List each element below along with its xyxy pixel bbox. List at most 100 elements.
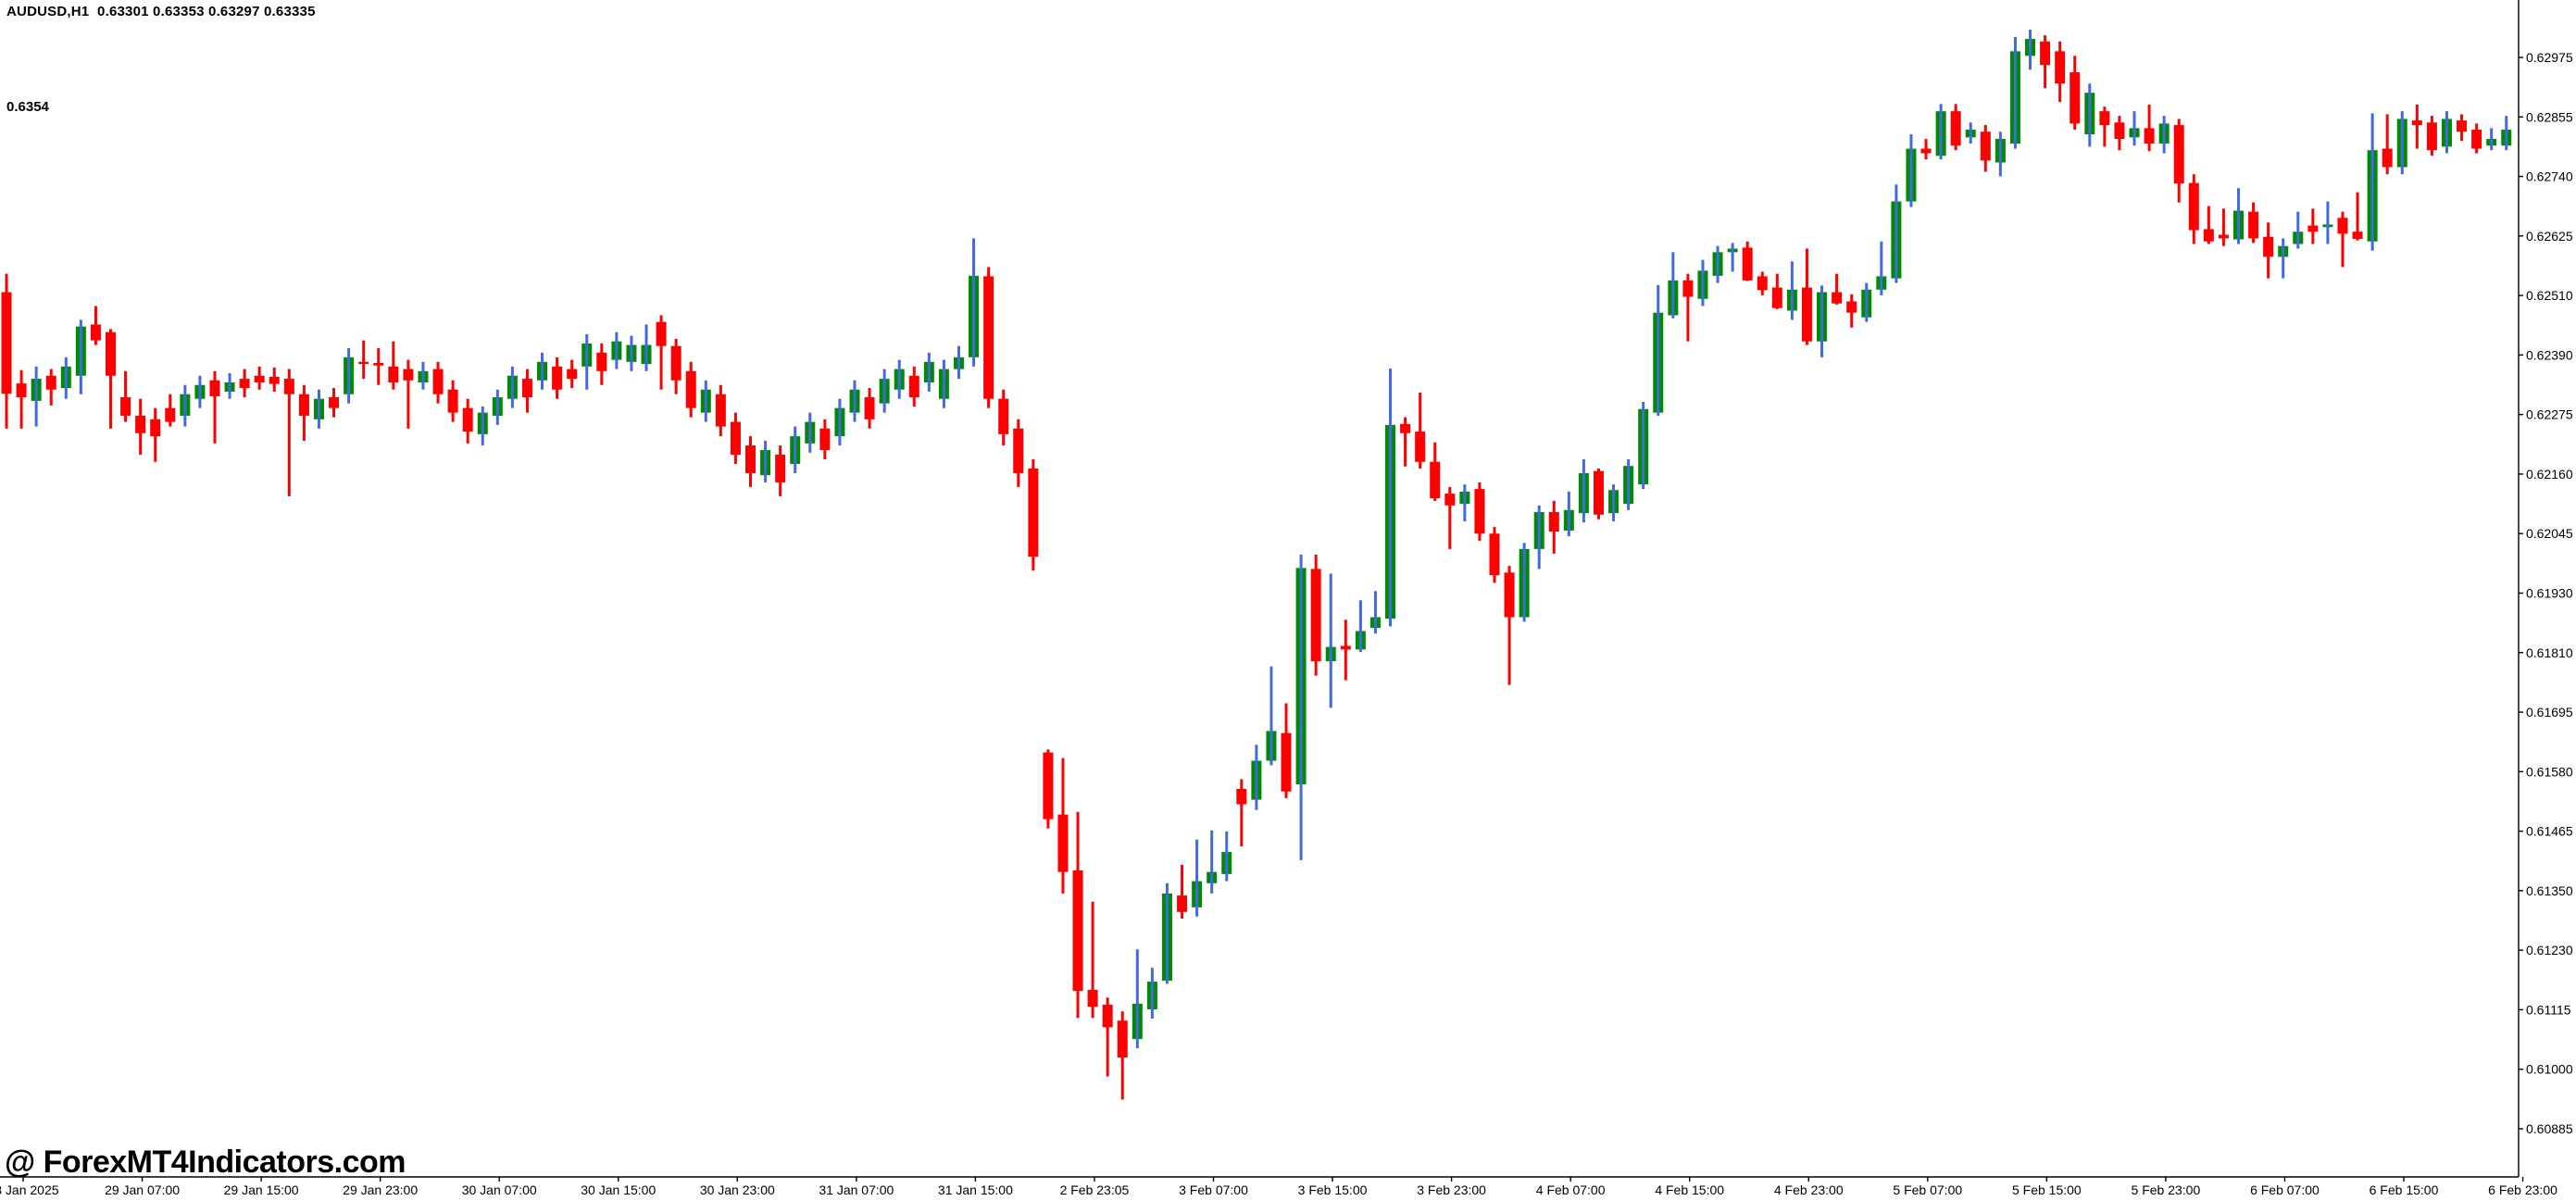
candle: [790, 426, 801, 473]
price-axis-label: 0.61810: [2526, 645, 2573, 660]
candle: [373, 347, 384, 385]
candle: [983, 267, 994, 408]
candle: [2040, 35, 2051, 89]
candles-layer: [1, 30, 2512, 1100]
candle: [418, 361, 429, 390]
candle: [2173, 119, 2184, 203]
candle: [2501, 116, 2512, 151]
time-axis-label: 30 Jan 15:00: [581, 1182, 656, 1197]
candle: [1444, 486, 1456, 549]
candle: [1369, 591, 1381, 634]
time-axis-label: 4 Feb 07:00: [1536, 1182, 1606, 1197]
candle: [105, 329, 116, 429]
candle: [715, 384, 726, 437]
price-axis-label: 0.62045: [2526, 526, 2573, 541]
candle: [700, 380, 711, 422]
candle: [552, 357, 563, 399]
candle: [1325, 573, 1336, 708]
candle: [670, 338, 682, 394]
watermark-text: @ ForexMT4Indicators.com: [5, 1145, 406, 1180]
price-axis[interactable]: 0.62975 0.62855 0.62740 0.62625 0.62510 0.623…: [2519, 50, 2573, 1136]
candle: [805, 412, 816, 453]
candle: [194, 375, 206, 408]
candle: [388, 341, 399, 390]
candle: [2322, 201, 2333, 244]
price-axis-label: 0.62390: [2526, 347, 2573, 362]
candle: [685, 361, 696, 418]
candle: [1057, 757, 1069, 894]
candle: [2009, 36, 2020, 149]
candle: [2382, 114, 2393, 175]
candle: [2158, 116, 2170, 154]
candle: [1310, 554, 1321, 676]
candle: [2293, 211, 2304, 249]
candle: [2441, 111, 2452, 154]
candle: [908, 366, 919, 407]
candle: [1563, 491, 1574, 537]
candle: [135, 398, 146, 456]
candle: [1117, 1011, 1128, 1100]
candle: [2486, 128, 2497, 151]
candle: [1712, 245, 1723, 283]
candle: [641, 324, 652, 371]
candle: [358, 340, 369, 380]
axis-frame: [0, 0, 2520, 1178]
candle: [1906, 134, 1917, 207]
candle: [2471, 123, 2482, 154]
candle: [1817, 285, 1828, 357]
price-axis-label: 0.62975: [2526, 50, 2573, 65]
time-axis-label: 5 Feb 07:00: [1893, 1182, 1962, 1197]
candle: [90, 306, 101, 345]
candle: [1548, 500, 1559, 554]
candle: [1028, 459, 1039, 571]
candle: [2144, 104, 2155, 152]
candle: [2396, 111, 2407, 175]
candle: [75, 319, 86, 394]
time-axis-label: 6 Feb 07:00: [2250, 1182, 2320, 1197]
candle: [2129, 111, 2140, 146]
candle: [730, 412, 741, 464]
candle: [2099, 106, 2110, 147]
candle: [1727, 243, 1738, 272]
time-axis-label: 3 Feb 07:00: [1179, 1182, 1248, 1197]
candle: [1072, 811, 1083, 1019]
candle: [1653, 284, 1664, 416]
candle: [596, 343, 607, 385]
time-axis-label: 3 Feb 23:00: [1417, 1182, 1486, 1197]
candle: [998, 389, 1009, 446]
candle: [1266, 666, 1277, 766]
time-axis[interactable]: 28 Jan 2025 29 Jan 07:00 29 Jan 15:00 29 Ja…: [0, 1177, 2557, 1197]
candle: [1400, 417, 1411, 467]
candle: [1385, 369, 1396, 627]
candle: [1161, 882, 1172, 984]
price-axis-label: 0.61000: [2526, 1062, 2573, 1077]
candle: [1236, 779, 1247, 846]
price-axis-label: 0.61580: [2526, 764, 2573, 779]
candle: [16, 369, 27, 429]
candle: [1132, 949, 1143, 1049]
candle: [283, 369, 294, 496]
price-axis-label: 0.61695: [2526, 705, 2573, 719]
candle: [239, 369, 250, 398]
time-axis-label: 4 Feb 23:00: [1774, 1182, 1844, 1197]
candle: [2203, 206, 2214, 244]
candle: [329, 388, 340, 418]
candle: [1281, 703, 1292, 798]
price-axis-label: 0.62855: [2526, 109, 2573, 124]
candle: [1623, 459, 1634, 510]
price-axis-label: 0.61465: [2526, 824, 2573, 839]
price-axis-label: 0.61230: [2526, 943, 2573, 957]
candle: [180, 384, 191, 427]
candle: [1013, 419, 1024, 487]
candle: [1757, 271, 1768, 295]
candle: [2114, 116, 2125, 151]
candle: [1295, 554, 1307, 860]
candle: [2352, 192, 2363, 241]
candle: [745, 436, 756, 487]
candle: [1832, 273, 1843, 305]
candle: [1682, 273, 1694, 342]
candle: [923, 352, 934, 392]
time-axis-label: 30 Jan 23:00: [700, 1182, 775, 1197]
candle: [611, 332, 622, 369]
